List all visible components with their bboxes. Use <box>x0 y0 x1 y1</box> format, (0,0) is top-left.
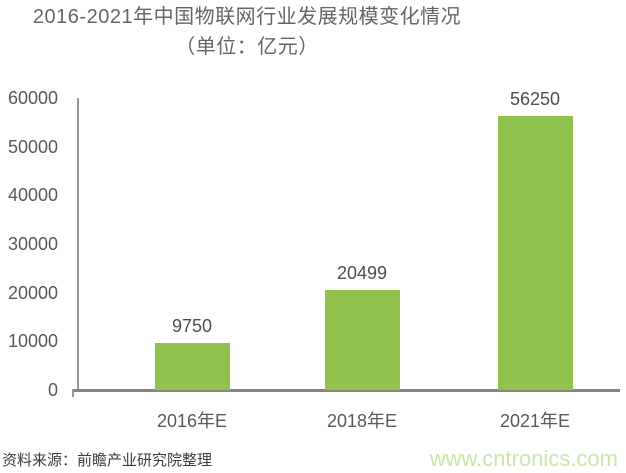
x-axis-category-label: 2021年E <box>499 411 571 431</box>
y-axis-tick-label: 60000 <box>7 88 58 108</box>
bar-value-label: 9750 <box>171 315 213 336</box>
bar <box>154 342 230 390</box>
y-axis-tick-label: 0 <box>47 380 58 400</box>
y-axis-tick-label: 50000 <box>7 136 58 157</box>
y-axis-tick-label: 30000 <box>7 234 58 254</box>
chart-title-line1: 2016-2021年中国物联网行业发展规模变化情况 <box>32 6 462 28</box>
x-axis-category-label: 2018年E <box>326 411 398 431</box>
bar-value-label: 20499 <box>336 263 388 284</box>
x-axis-origin-tick <box>72 389 74 397</box>
watermark-text: www.cntronics.com <box>429 446 618 471</box>
y-axis-line <box>77 98 79 392</box>
source-note: 资料来源：前瞻产业研究院整理 <box>2 452 213 469</box>
y-axis-tick-label: 20000 <box>7 282 58 303</box>
bar <box>324 290 400 390</box>
x-axis-line <box>72 389 620 392</box>
y-axis-tick-label: 40000 <box>7 185 58 206</box>
chart-title: 2016-2021年中国物联网行业发展规模变化情况 （单位：亿元） <box>0 2 494 62</box>
bar <box>497 116 573 390</box>
bar-value-label: 56250 <box>509 89 561 110</box>
chart-title-unit: （单位：亿元） <box>175 36 319 58</box>
y-axis-tick-label: 10000 <box>7 331 58 352</box>
x-axis-category-label: 2016年E <box>156 411 228 431</box>
